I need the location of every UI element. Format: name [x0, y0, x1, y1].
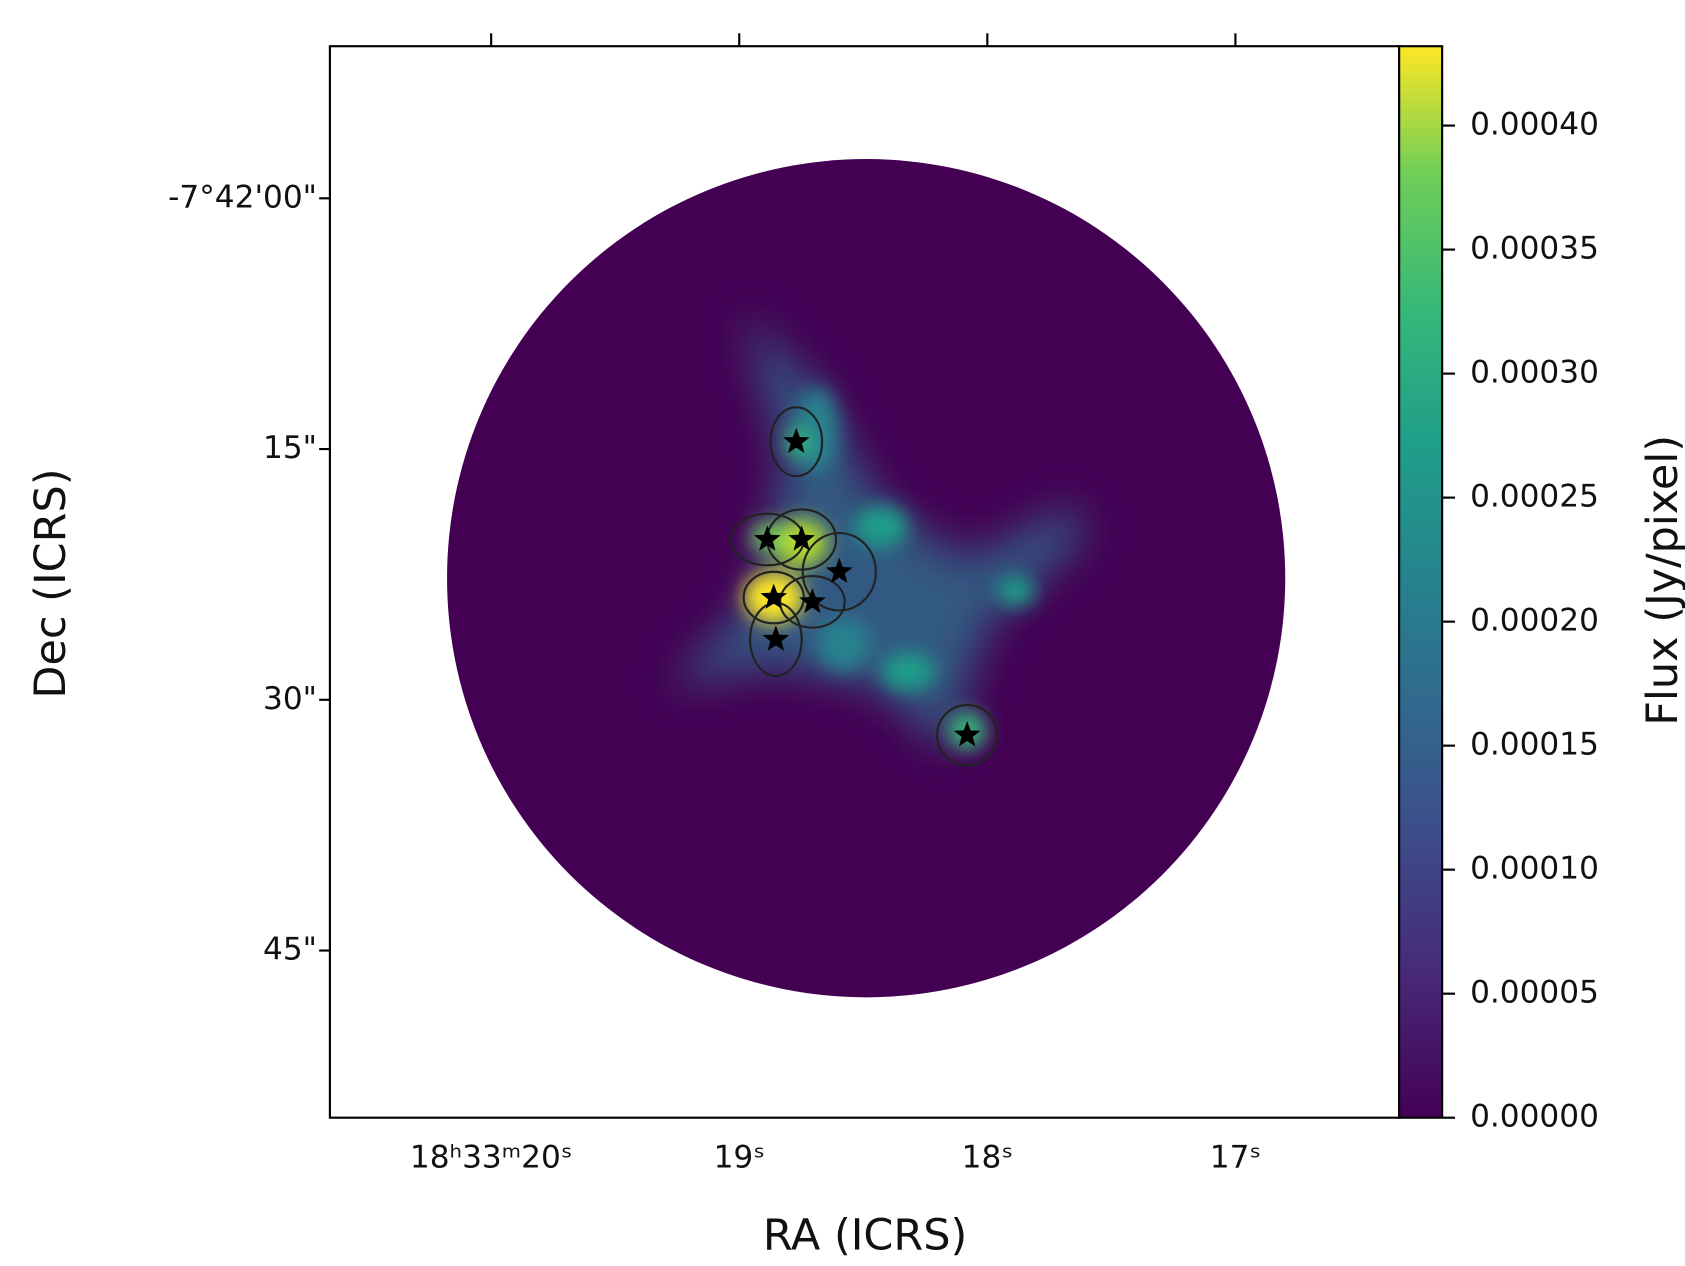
source-star — [788, 525, 815, 551]
image — [447, 159, 1286, 998]
source-star — [762, 625, 790, 651]
colorbar-tick-label: 0.00000 — [1470, 1099, 1599, 1135]
colorbar-tick-label: 0.00010 — [1470, 851, 1599, 887]
source-star — [760, 583, 788, 609]
colorbar-tick-label: 0.00020 — [1470, 603, 1599, 639]
x-tick-label: 19ˢ — [714, 1140, 765, 1176]
y-axis-label: Dec (ICRS) — [26, 468, 76, 698]
source-ellipses — [729, 406, 999, 767]
colorbar — [1398, 45, 1444, 1119]
source-star — [825, 557, 853, 584]
colorbar-tick-label: 0.00030 — [1470, 355, 1599, 391]
colorbar-tick-label: 0.00025 — [1470, 479, 1599, 515]
x-axis-label: RA (ICRS) — [763, 1211, 967, 1261]
source-ellipse — [769, 406, 824, 478]
source-star — [799, 587, 826, 614]
colorbar-tick-label: 0.00015 — [1470, 727, 1599, 763]
source-ellipse — [779, 574, 846, 629]
y-tick-label: -7°42'00" — [168, 179, 317, 215]
x-tick-label: 18ʰ33ᵐ20ˢ — [410, 1140, 573, 1176]
source-star — [953, 721, 981, 747]
source-star — [753, 525, 781, 551]
y-tick-label: 30" — [263, 681, 317, 717]
colorbar-tick-label: 0.00040 — [1470, 107, 1599, 143]
colorbar-label: Flux (Jy/pixel) — [1638, 435, 1685, 726]
colorbar-tick-label: 0.00005 — [1470, 975, 1599, 1011]
y-tick-label: 15" — [263, 430, 317, 466]
y-tick-label: 45" — [263, 932, 317, 968]
x-tick-label: 18ˢ — [962, 1140, 1013, 1176]
source-star — [782, 427, 810, 453]
source-ellipse — [801, 531, 877, 612]
source-ellipse — [935, 703, 999, 767]
colorbar-tick-label: 0.00035 — [1470, 231, 1599, 267]
x-tick-label: 17ˢ — [1210, 1140, 1261, 1176]
